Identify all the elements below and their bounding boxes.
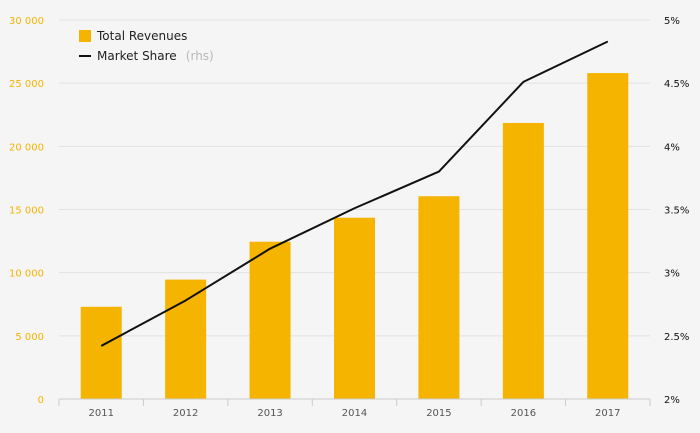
- line-series-market-share: [100, 40, 609, 347]
- x-tick-label: 2015: [426, 408, 451, 419]
- bar-2015: [418, 196, 460, 399]
- legend-label-market-share-name: Market Share: [97, 49, 177, 63]
- legend-label-market-share-suffix: (rhs): [186, 49, 214, 63]
- x-tick-label: 2014: [342, 408, 367, 419]
- x-tick-label: 2013: [257, 408, 282, 419]
- y-right-tick-label: 3%: [664, 269, 680, 280]
- x-tick-label: 2016: [511, 408, 536, 419]
- legend-swatch-total-revenues: [79, 30, 91, 42]
- grid-lines: [59, 19, 650, 337]
- y-right-tick-label: 4%: [664, 142, 680, 153]
- bar-2017: [587, 73, 629, 399]
- y-left-tick-label: 15 000: [9, 206, 44, 217]
- y-left-tick-label: 20 000: [9, 142, 44, 153]
- y-left-tick-label: 5 000: [15, 332, 44, 343]
- bar-2016: [502, 122, 544, 399]
- y-right-tick-label: 2.5%: [664, 332, 689, 343]
- y-left-tick-label: 10 000: [9, 269, 44, 280]
- y-right-tick-label: 2%: [664, 395, 680, 406]
- bar-2011: [80, 306, 122, 399]
- x-tick-label: 2011: [88, 408, 113, 419]
- legend: Total Revenues Market Share (rhs): [79, 29, 214, 64]
- legend-label-total-revenues: Total Revenues: [96, 29, 187, 43]
- x-tick-label: 2012: [173, 408, 198, 419]
- x-tick-label: 2017: [595, 408, 620, 419]
- y-left-tick-label: 30 000: [9, 16, 44, 27]
- y-left-tick-label: 0: [38, 395, 44, 406]
- bar-2014: [334, 217, 375, 399]
- y-right-tick-label: 4.5%: [664, 79, 689, 90]
- bar-2012: [165, 279, 207, 399]
- bar-2013: [249, 241, 291, 399]
- axes: 2011 2012 2013 2014 2015 2016 2017 0 5 000 10 000…: [9, 16, 689, 419]
- y-right-tick-label: 5%: [664, 16, 680, 27]
- bar-series-total-revenues: [80, 73, 629, 399]
- y-left-tick-label: 25 000: [9, 79, 44, 90]
- y-right-tick-label: 3.5%: [664, 206, 689, 217]
- legend-label-market-share: Market Share (rhs): [97, 45, 214, 64]
